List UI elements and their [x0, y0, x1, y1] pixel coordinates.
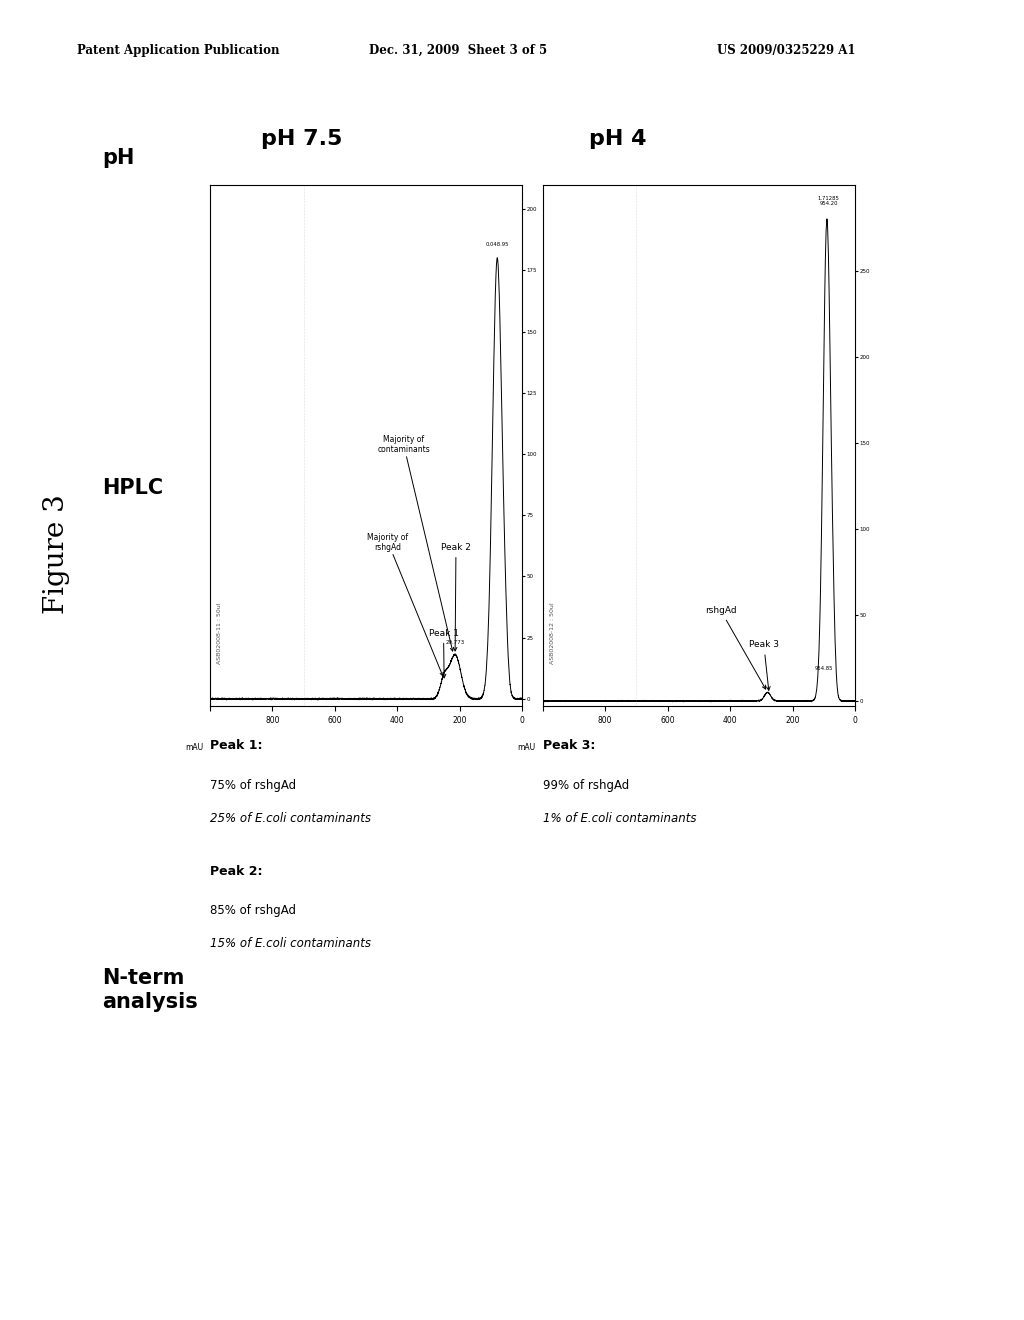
Text: Peak 3:: Peak 3:: [543, 739, 595, 752]
Text: 1% of E.coli contaminants: 1% of E.coli contaminants: [543, 812, 696, 825]
Text: 85% of rshgAd: 85% of rshgAd: [210, 904, 296, 917]
Text: Dec. 31, 2009  Sheet 3 of 5: Dec. 31, 2009 Sheet 3 of 5: [369, 44, 547, 57]
Text: Peak 1:: Peak 1:: [210, 739, 262, 752]
Text: HPLC: HPLC: [102, 478, 164, 499]
Text: 0.048.95: 0.048.95: [485, 242, 509, 247]
Text: N-term
analysis: N-term analysis: [102, 969, 199, 1011]
Text: 99% of rshgAd: 99% of rshgAd: [543, 779, 629, 792]
Text: Peak 2:: Peak 2:: [210, 865, 262, 878]
Text: ASB02008-12 : 50ul: ASB02008-12 : 50ul: [550, 603, 555, 664]
Text: Majority of
rshgAd: Majority of rshgAd: [368, 532, 443, 676]
Text: Peak 1: Peak 1: [428, 628, 459, 678]
Text: 954.85: 954.85: [814, 667, 834, 671]
Text: pH 4: pH 4: [589, 128, 646, 149]
Text: Peak 2: Peak 2: [441, 543, 471, 651]
Text: rshgAd: rshgAd: [705, 606, 766, 689]
Text: 75% of rshgAd: 75% of rshgAd: [210, 779, 296, 792]
Text: Patent Application Publication: Patent Application Publication: [77, 44, 280, 57]
Text: Majority of
contaminants: Majority of contaminants: [377, 434, 454, 651]
Text: 29.773: 29.773: [445, 640, 465, 645]
Text: Figure 3: Figure 3: [43, 495, 70, 614]
Text: 1.71285
954.20: 1.71285 954.20: [817, 195, 840, 206]
Text: US 2009/0325229 A1: US 2009/0325229 A1: [717, 44, 855, 57]
Text: Peak 3: Peak 3: [749, 640, 779, 690]
Text: ASB02008-11 : 50ul: ASB02008-11 : 50ul: [217, 603, 222, 664]
Text: pH 7.5: pH 7.5: [261, 128, 342, 149]
Text: pH: pH: [102, 148, 135, 169]
Text: 15% of E.coli contaminants: 15% of E.coli contaminants: [210, 937, 371, 950]
Text: 25% of E.coli contaminants: 25% of E.coli contaminants: [210, 812, 371, 825]
Text: mAU: mAU: [518, 743, 536, 751]
Text: mAU: mAU: [185, 743, 203, 751]
